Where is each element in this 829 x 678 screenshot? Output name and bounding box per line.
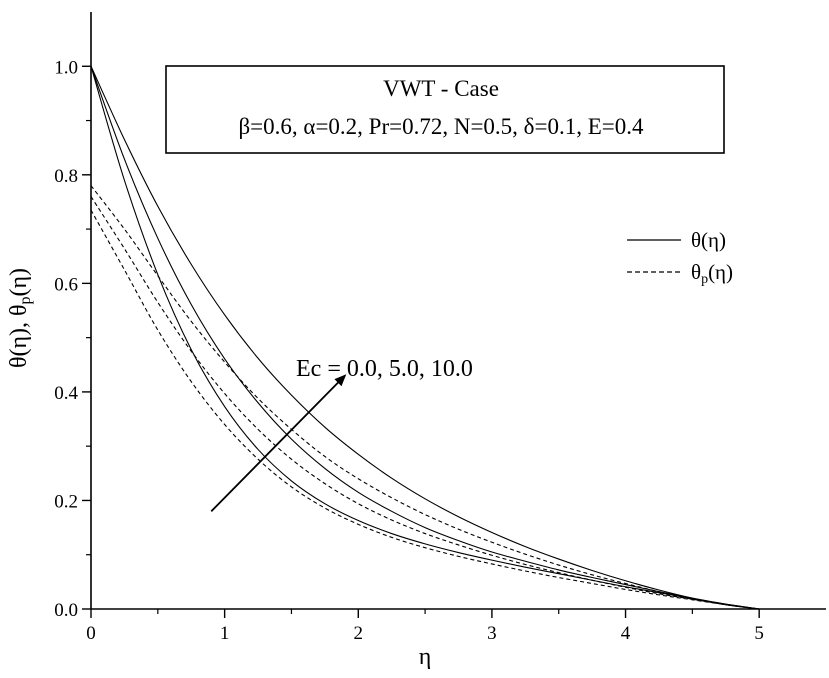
x-tick-label: 5 [754, 623, 764, 644]
theta-p-curve-1 [90, 185, 760, 610]
y-tick-label: 1.0 [54, 57, 78, 78]
y-axis-title-main: θ(η), θ [6, 305, 32, 369]
info-box-frame [165, 65, 725, 154]
legend: θ(η) θp(η) [627, 228, 733, 287]
theta-p-curve-3 [90, 209, 760, 610]
y-tick-label: 0.6 [54, 274, 78, 295]
theta-p-curve-2 [90, 196, 760, 610]
y-axis-title-subscript: p [17, 297, 34, 305]
ec-arrow [210, 374, 347, 512]
y-axis-title-tail: (η) [6, 268, 32, 297]
legend-label-theta-p-tail: (η) [708, 260, 733, 284]
theta-curve-3 [90, 66, 760, 610]
legend-label-theta-p-subscript: p [701, 272, 708, 287]
x-tick-label: 1 [220, 623, 230, 644]
series-layer [90, 66, 760, 610]
y-tick-label: 0.8 [54, 166, 78, 187]
ec-annotation-text: Ec = 0.0, 5.0, 10.0 [296, 356, 473, 382]
theta-curve-1 [90, 66, 760, 610]
x-axis-title: η [419, 644, 432, 670]
info-box: VWT - Case β=0.6, α=0.2, Pr=0.72, N=0.5,… [165, 65, 725, 154]
ticks: 0 1 2 3 4 5 0.0 0.2 0.4 0.6 0.8 1.0 [54, 57, 764, 644]
x-tick-label: 4 [621, 623, 631, 644]
y-tick-label: 0.2 [54, 491, 78, 512]
legend-label-theta-p-main: θ [691, 260, 701, 284]
x-tick-label: 0 [86, 623, 96, 644]
info-box-params: β=0.6, α=0.2, Pr=0.72, N=0.5, δ=0.1, E=0… [238, 114, 644, 139]
x-tick-label: 2 [354, 623, 364, 644]
legend-label-theta: θ(η) [691, 228, 726, 252]
ec-annotation: Ec = 0.0, 5.0, 10.0 [210, 356, 473, 512]
info-box-title: VWT - Case [383, 76, 499, 101]
x-tick-label: 3 [487, 623, 497, 644]
y-tick-label: 0.4 [54, 383, 78, 404]
y-tick-label: 0.0 [54, 600, 78, 621]
legend-label-theta-p: θp(η) [691, 260, 733, 287]
y-axis-title: θ(η), θp(η) [6, 268, 34, 368]
axes [90, 12, 826, 610]
